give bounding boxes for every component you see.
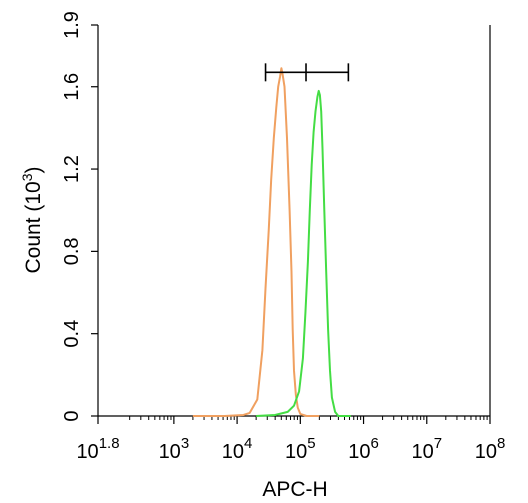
x-tick-exp: 3 bbox=[181, 435, 189, 452]
y-tick-label: 1.6 bbox=[61, 73, 83, 101]
y-axis-unit-base: (10 bbox=[22, 181, 45, 211]
y-axis-ticks: 0 0.4 0.8 1.2 1.6 1.9 bbox=[61, 11, 98, 422]
x-tick-base: 10 bbox=[222, 441, 244, 463]
x-tick-label: 108 bbox=[475, 435, 506, 463]
x-axis-title: APC-H bbox=[262, 478, 327, 501]
gate-marker bbox=[264, 63, 350, 82]
x-tick-exp: 4 bbox=[244, 435, 252, 452]
x-tick-base: 10 bbox=[475, 441, 497, 463]
x-tick-exp: 7 bbox=[434, 435, 442, 452]
y-axis-unit-exp: 3 bbox=[19, 173, 35, 181]
y-axis-unit-close: ) bbox=[22, 166, 45, 173]
x-tick-label: 101.8 bbox=[76, 435, 119, 463]
x-tick-label: 103 bbox=[159, 435, 190, 463]
x-axis-ticks: 101.8 103 104 105 106 107 108 bbox=[76, 416, 505, 463]
x-tick-label: 107 bbox=[411, 435, 442, 463]
x-tick-base: 10 bbox=[411, 441, 433, 463]
x-tick-label: 106 bbox=[348, 435, 379, 463]
x-tick-exp: 6 bbox=[371, 435, 379, 452]
y-tick-label: 1.2 bbox=[61, 155, 83, 183]
x-tick-label: 104 bbox=[222, 435, 253, 463]
y-axis-title-main: Count bbox=[22, 217, 45, 273]
x-tick-base: 10 bbox=[159, 441, 181, 463]
x-tick-base: 10 bbox=[285, 441, 307, 463]
y-axis-title: Count (103) bbox=[19, 166, 45, 273]
histogram-series-1 bbox=[192, 67, 320, 417]
y-tick-label: 1.9 bbox=[61, 11, 83, 39]
y-tick-label: 0.8 bbox=[61, 237, 83, 265]
y-tick-label: 0.4 bbox=[61, 320, 83, 348]
x-tick-label: 105 bbox=[285, 435, 316, 463]
x-tick-base: 10 bbox=[76, 441, 98, 463]
x-tick-exp: 1.8 bbox=[99, 435, 120, 452]
histogram-series bbox=[192, 67, 351, 417]
y-tick-label: 0 bbox=[61, 410, 83, 421]
x-tick-base: 10 bbox=[348, 441, 370, 463]
x-tick-exp: 5 bbox=[307, 435, 315, 452]
x-tick-exp: 8 bbox=[497, 435, 505, 452]
histogram-series-2 bbox=[256, 89, 351, 417]
